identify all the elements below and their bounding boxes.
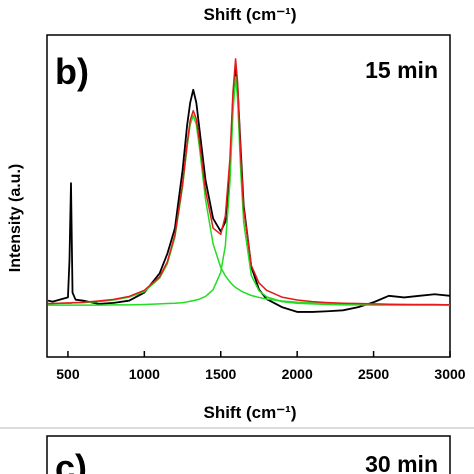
x-tick-label: 3000 bbox=[434, 366, 465, 382]
x-tick-label: 2000 bbox=[282, 366, 313, 382]
spectrum-line bbox=[48, 58, 451, 306]
x-axis-label-a: Shift (cm⁻¹) bbox=[203, 5, 296, 24]
x-tick-label: 1000 bbox=[129, 366, 160, 382]
annotation: 15 min bbox=[365, 57, 438, 83]
spectrum-line bbox=[48, 114, 450, 306]
panel-label: b) bbox=[55, 51, 89, 92]
x-tick-label: 2500 bbox=[358, 366, 389, 382]
plot-frame-c bbox=[46, 435, 451, 474]
x-tick-label: 1500 bbox=[205, 366, 236, 382]
annotation-c: 30 min bbox=[365, 451, 438, 474]
spectrum-line bbox=[47, 66, 451, 313]
x-axis-label: Shift (cm⁻¹) bbox=[203, 403, 296, 422]
x-tick-label: 500 bbox=[56, 366, 80, 382]
spectrum-line bbox=[48, 76, 450, 306]
plot-frame bbox=[46, 34, 451, 358]
y-axis-label: Intensity (a.u.) bbox=[7, 164, 24, 272]
panel-label-c: c) bbox=[55, 447, 87, 474]
